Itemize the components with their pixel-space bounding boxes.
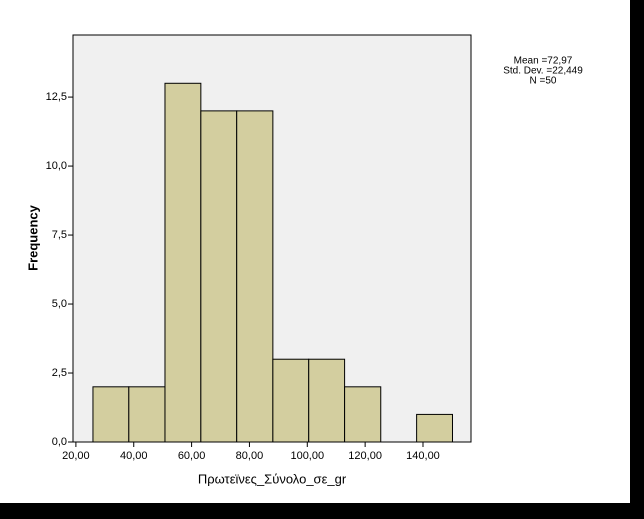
y-tick-label: 10,0	[46, 160, 67, 172]
x-tick-label: 20,00	[62, 450, 90, 462]
x-tick-label: 140,00	[406, 450, 440, 462]
bar	[416, 413, 453, 443]
bar	[200, 110, 238, 443]
bar	[308, 358, 346, 443]
frame-band	[0, 503, 644, 519]
y-tick-label: 12,5	[46, 91, 67, 103]
stats-text: Mean =72,97	[514, 56, 573, 67]
x-axis-label: Πρωτεϊνες_Σύνολο_σε_gr	[198, 471, 347, 486]
bar	[344, 386, 382, 443]
y-tick-label: 0,0	[52, 436, 67, 448]
stats-text: Std. Dev. =22,449	[503, 66, 583, 77]
x-tick-label: 80,00	[236, 450, 264, 462]
bar	[128, 386, 166, 443]
y-axis-label: Frequency	[25, 204, 40, 271]
y-tick-label: 2,5	[52, 367, 67, 379]
bar	[272, 358, 310, 443]
x-tick-label: 120,00	[348, 450, 382, 462]
frame-band	[630, 0, 644, 519]
x-tick-label: 60,00	[178, 450, 206, 462]
x-tick-label: 100,00	[290, 450, 324, 462]
y-tick-label: 7,5	[52, 229, 67, 241]
bar	[236, 110, 274, 443]
bar	[164, 82, 202, 443]
bar	[92, 386, 130, 443]
x-tick-label: 40,00	[120, 450, 148, 462]
stats-text: N =50	[530, 76, 557, 87]
y-tick-label: 5,0	[52, 298, 67, 310]
